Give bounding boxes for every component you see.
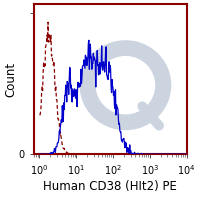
Circle shape: [96, 56, 155, 114]
Circle shape: [80, 40, 171, 130]
X-axis label: Human CD38 (HIt2) PE: Human CD38 (HIt2) PE: [43, 180, 177, 193]
Y-axis label: Count: Count: [4, 62, 17, 97]
